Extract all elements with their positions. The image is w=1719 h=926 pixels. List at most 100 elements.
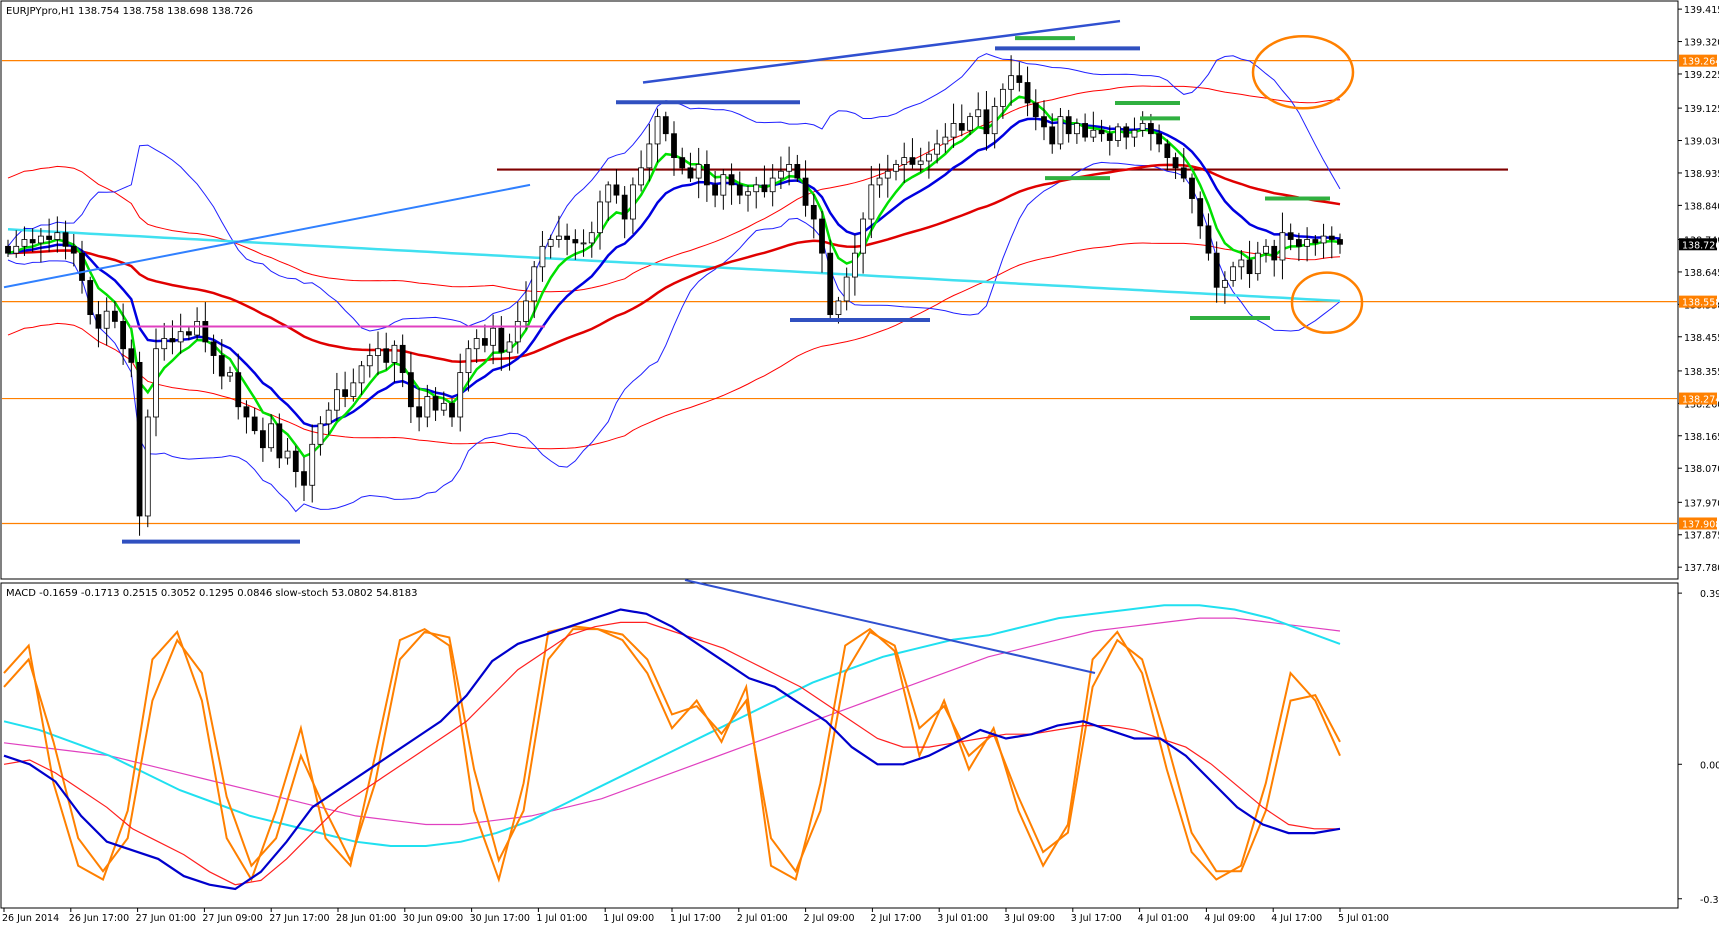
x-tick-label: 2 Jul 09:00 [804,913,855,924]
candle [185,327,192,341]
candle [1172,152,1179,179]
candle [514,301,521,354]
current-price-label: 138.726 [1682,240,1719,251]
bull-candle-body [1221,280,1228,288]
candle [1230,261,1237,287]
candle [868,165,875,239]
bear-candle-body [1172,157,1179,169]
bull-candle-body [227,372,233,377]
candle [194,307,201,340]
candle [111,300,118,329]
candle [876,163,883,198]
bull-candle-body [769,177,776,193]
bull-candle-body [103,310,110,329]
bull-candle-body [868,184,875,220]
bear-candle-body [29,239,36,244]
bear-candle-body [1312,239,1319,244]
candle [564,223,571,256]
y-tick-label: 138.455 [1684,333,1719,344]
bear-candle-body [416,406,423,418]
y-tick-label: 137.875 [1684,531,1719,542]
indicator-info: MACD -0.1659 -0.1713 0.2515 0.3052 0.129… [6,588,417,599]
candle [1246,240,1253,288]
bull-candle-body [268,423,275,449]
bear-candle-body [1041,116,1047,128]
bull-candle-body [1320,235,1327,244]
y-tick-label: 139.415 [1684,5,1719,16]
bull-candle-body [144,416,151,517]
candle [983,90,990,151]
bull-candle-body [153,348,159,418]
candle [177,313,184,354]
candle [761,165,768,198]
y-tick-label: 138.260 [1684,399,1719,410]
bear-candle-body [432,396,439,411]
bear-candle-body [802,177,809,206]
y-tick-label: 139.125 [1684,104,1719,115]
bull-candle-body [177,331,184,343]
candle [1106,125,1113,156]
candle [1312,234,1319,256]
bull-candle-body [1254,252,1261,275]
bull-candle-body [317,423,324,445]
candle [342,371,349,408]
x-tick-label: 27 Jun 17:00 [269,913,329,924]
bear-candle-body [407,372,414,408]
bull-candle-body [851,252,858,278]
bull-candle-body [391,344,398,363]
bear-candle-body [1032,102,1039,118]
candle [695,147,702,199]
bull-candle-body [695,164,702,179]
candle [350,368,357,402]
current-price-tag [1679,238,1717,251]
y-tick-label: 138.840 [1684,201,1719,212]
candle [391,340,398,383]
x-tick-label: 27 Jun 09:00 [202,913,262,924]
candle [144,409,151,528]
candle [810,194,817,239]
bull-candle-body [646,143,653,169]
candle [1279,212,1286,280]
candle [687,152,694,182]
bear-candle-body [276,423,283,459]
level-price-tag [1679,517,1717,530]
candle [967,112,973,136]
bull-candle-body [1115,126,1121,141]
bull-candle-body [473,338,480,350]
bull-candle-body [457,372,464,418]
candle [1295,232,1302,262]
divergence-line [684,579,1096,674]
candle [1082,113,1089,142]
candle [671,121,677,176]
candlesticks [5,55,1343,536]
candle [720,169,727,210]
candle [292,445,299,488]
candle [999,83,1006,119]
bear-candle-body [498,327,505,353]
circle-highlight [1251,35,1355,110]
candle [259,417,266,462]
candle [728,163,735,205]
candle [1180,148,1187,183]
bull-candle-body [999,88,1006,107]
bear-candle-body [1180,167,1187,179]
slow-ma-red [7,163,1341,363]
candle [942,123,949,153]
bear-candle-body [1065,116,1072,135]
candle [851,234,858,296]
bear-candle-body [1082,123,1089,138]
bear-candle-body [958,123,965,131]
bear-candle-body [1024,82,1031,104]
bear-candle-body [5,245,11,254]
y-tick-label: 137.970 [1684,498,1719,509]
candle [621,186,628,239]
candle [62,220,69,260]
candle [901,142,908,184]
candle [276,413,283,469]
indicator-panel-frame[interactable] [0,582,1679,909]
candle [424,384,431,428]
candle [449,398,455,427]
candle [1123,123,1130,150]
candle [580,229,587,257]
